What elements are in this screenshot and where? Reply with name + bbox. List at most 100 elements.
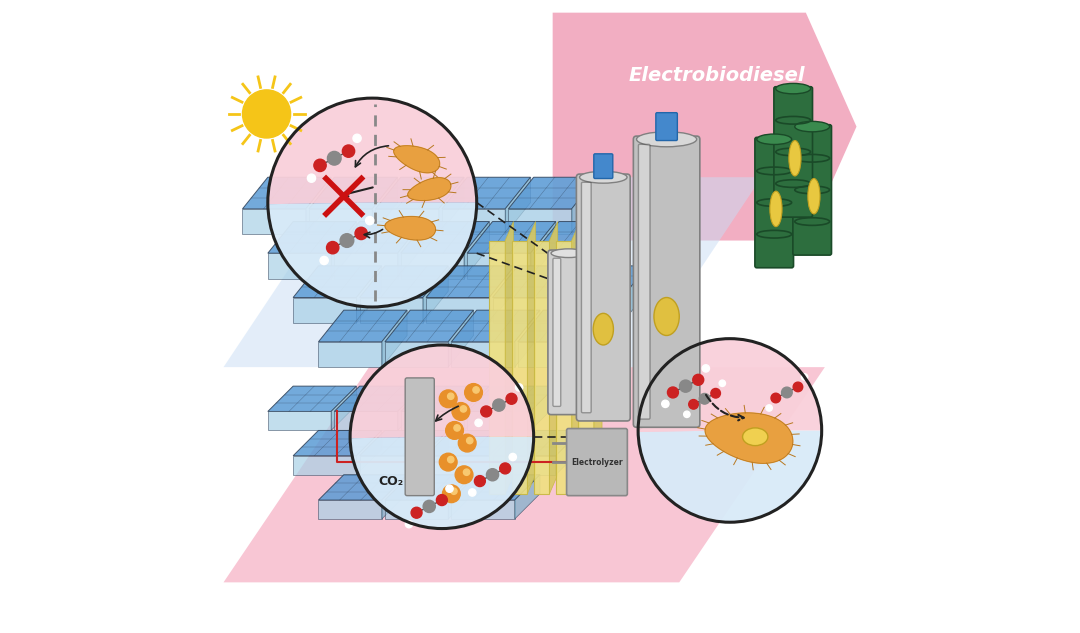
- Circle shape: [507, 393, 517, 404]
- Ellipse shape: [654, 298, 679, 335]
- FancyBboxPatch shape: [774, 87, 812, 217]
- Polygon shape: [550, 222, 557, 494]
- Circle shape: [308, 174, 315, 182]
- FancyBboxPatch shape: [638, 144, 650, 419]
- Polygon shape: [468, 253, 530, 279]
- Polygon shape: [335, 386, 423, 411]
- Polygon shape: [527, 222, 536, 494]
- Polygon shape: [581, 310, 607, 367]
- Polygon shape: [489, 266, 515, 323]
- Circle shape: [684, 411, 690, 418]
- FancyBboxPatch shape: [553, 258, 561, 406]
- Circle shape: [342, 145, 354, 157]
- Polygon shape: [384, 342, 448, 367]
- Ellipse shape: [580, 172, 627, 183]
- Polygon shape: [319, 310, 407, 342]
- Circle shape: [464, 384, 483, 401]
- Circle shape: [467, 437, 473, 444]
- Circle shape: [446, 422, 463, 439]
- Polygon shape: [356, 266, 381, 323]
- FancyBboxPatch shape: [755, 137, 794, 268]
- Polygon shape: [451, 310, 540, 342]
- Circle shape: [473, 387, 480, 393]
- Polygon shape: [705, 413, 793, 463]
- FancyBboxPatch shape: [405, 378, 434, 496]
- Text: CO₂: CO₂: [379, 475, 404, 487]
- Polygon shape: [534, 222, 622, 253]
- Polygon shape: [451, 500, 515, 519]
- Ellipse shape: [770, 191, 782, 227]
- Circle shape: [340, 234, 354, 248]
- Circle shape: [447, 393, 454, 399]
- Polygon shape: [438, 177, 464, 234]
- Polygon shape: [401, 411, 464, 430]
- Circle shape: [453, 403, 470, 420]
- Polygon shape: [489, 430, 515, 475]
- Ellipse shape: [551, 249, 585, 258]
- Polygon shape: [464, 386, 489, 430]
- Circle shape: [243, 90, 291, 138]
- Circle shape: [455, 466, 473, 484]
- Circle shape: [366, 216, 374, 225]
- Circle shape: [492, 399, 505, 411]
- Polygon shape: [332, 222, 356, 279]
- Circle shape: [355, 227, 367, 239]
- Circle shape: [353, 134, 361, 142]
- Polygon shape: [335, 222, 423, 253]
- Polygon shape: [268, 203, 476, 307]
- Polygon shape: [530, 222, 556, 279]
- Polygon shape: [408, 178, 450, 201]
- Circle shape: [454, 425, 460, 431]
- Polygon shape: [515, 310, 540, 367]
- Polygon shape: [384, 500, 448, 519]
- Polygon shape: [638, 430, 822, 522]
- Polygon shape: [360, 298, 423, 323]
- Polygon shape: [373, 177, 397, 234]
- Circle shape: [500, 463, 511, 474]
- Polygon shape: [397, 222, 423, 279]
- Polygon shape: [243, 209, 306, 234]
- Polygon shape: [442, 177, 530, 209]
- Polygon shape: [571, 222, 580, 494]
- Polygon shape: [309, 177, 397, 209]
- Circle shape: [699, 394, 710, 404]
- Polygon shape: [492, 456, 556, 475]
- Circle shape: [314, 160, 326, 172]
- Polygon shape: [401, 222, 489, 253]
- Polygon shape: [423, 430, 448, 475]
- FancyBboxPatch shape: [577, 174, 631, 421]
- Circle shape: [771, 393, 781, 403]
- Polygon shape: [319, 342, 381, 367]
- Circle shape: [446, 485, 454, 492]
- Polygon shape: [512, 241, 527, 494]
- Polygon shape: [464, 222, 489, 279]
- Ellipse shape: [743, 428, 768, 446]
- FancyBboxPatch shape: [548, 250, 589, 415]
- Polygon shape: [492, 266, 581, 298]
- Polygon shape: [332, 386, 356, 430]
- Circle shape: [447, 456, 454, 463]
- Polygon shape: [448, 310, 473, 367]
- FancyBboxPatch shape: [567, 429, 627, 496]
- Polygon shape: [384, 475, 473, 500]
- Circle shape: [702, 365, 710, 372]
- Circle shape: [515, 384, 523, 391]
- Polygon shape: [376, 177, 464, 209]
- Circle shape: [423, 500, 435, 513]
- Polygon shape: [293, 266, 381, 298]
- Circle shape: [509, 453, 516, 461]
- Circle shape: [711, 389, 720, 398]
- Circle shape: [667, 387, 678, 398]
- Polygon shape: [622, 266, 648, 323]
- Polygon shape: [451, 475, 540, 500]
- Circle shape: [405, 520, 413, 528]
- Circle shape: [440, 390, 457, 408]
- Polygon shape: [384, 310, 473, 342]
- Polygon shape: [397, 386, 423, 430]
- Polygon shape: [293, 430, 381, 456]
- Ellipse shape: [795, 122, 829, 132]
- Polygon shape: [534, 253, 597, 279]
- Polygon shape: [509, 209, 571, 234]
- Polygon shape: [426, 456, 489, 475]
- Ellipse shape: [636, 132, 697, 147]
